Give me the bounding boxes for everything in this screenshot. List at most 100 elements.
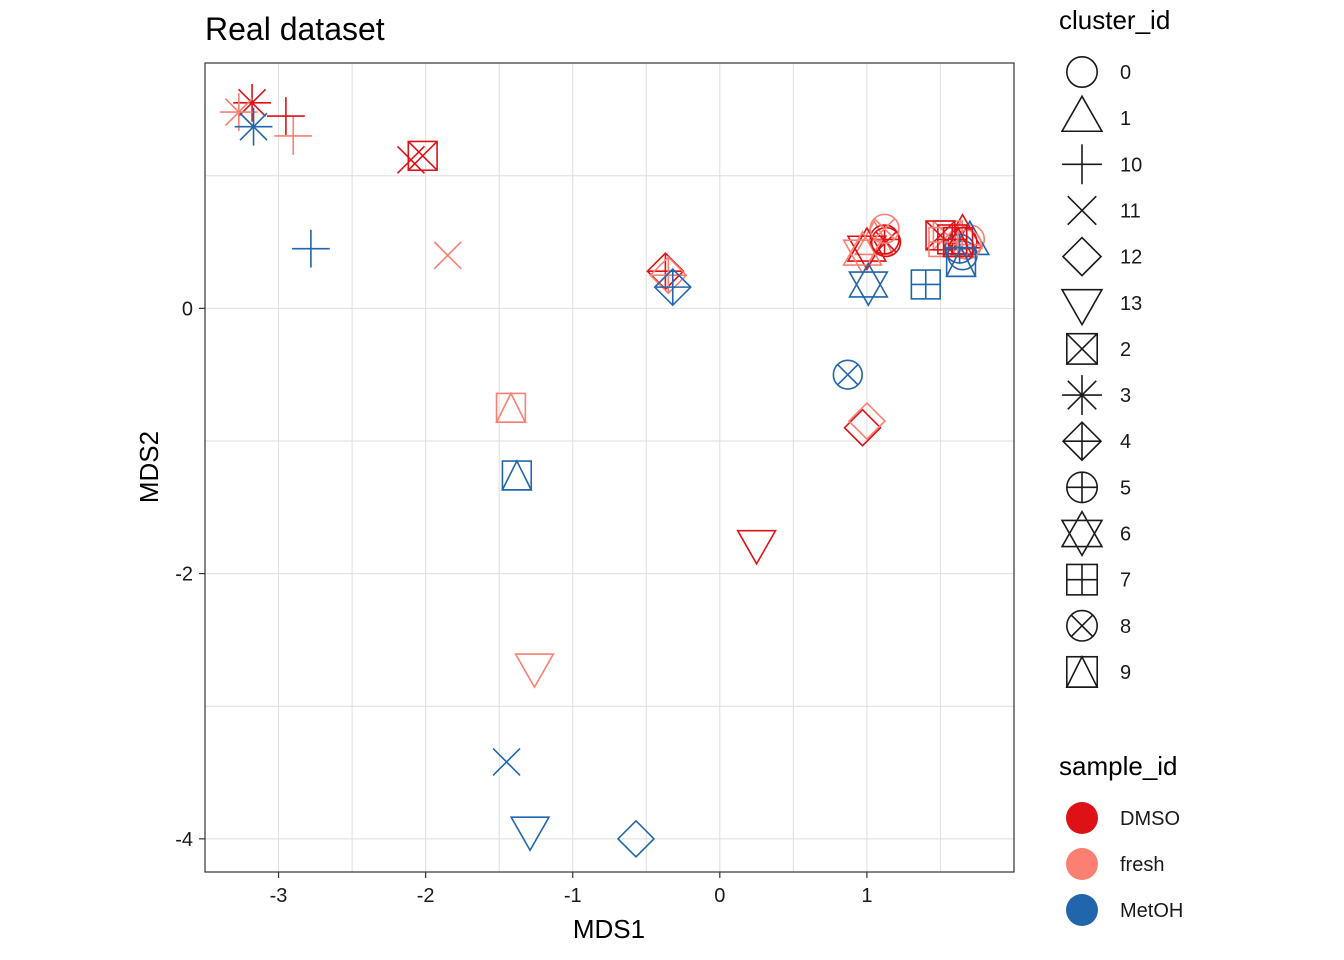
legend-cluster-key — [1062, 375, 1102, 415]
data-point — [433, 241, 462, 270]
panel-border — [204, 62, 1015, 873]
plot-panel — [204, 62, 1015, 873]
grid-lines — [204, 63, 1015, 872]
x-tick-label: -1 — [564, 885, 582, 907]
legend-cluster-key — [1062, 144, 1102, 185]
legend-cluster-entry: 5 — [1066, 471, 1131, 504]
y-axis: 0 -2 -4 — [175, 298, 205, 851]
legend-cluster-label: 12 — [1120, 247, 1142, 269]
legend-cluster-entry: 1 — [1060, 94, 1131, 133]
data-point — [407, 140, 438, 172]
x-tick-label: -2 — [417, 885, 435, 907]
legend-cluster-label: 8 — [1120, 616, 1131, 638]
legend-cluster-key — [1061, 421, 1103, 462]
x-axis: -3 -2 -1 0 1 — [270, 872, 872, 907]
legend-cluster-label: 5 — [1120, 477, 1131, 499]
y-tick-label: -4 — [175, 829, 193, 851]
legend-cluster-label: 9 — [1120, 662, 1131, 684]
legend-cluster-entry: 0 — [1066, 55, 1131, 88]
legend-cluster-entry: 6 — [1060, 510, 1131, 557]
data-point — [910, 269, 941, 300]
data-point — [219, 93, 258, 131]
data-point — [842, 230, 883, 275]
data-point — [942, 225, 974, 258]
legend-cluster-entry: 11 — [1067, 195, 1141, 226]
legend-cluster-entry: 8 — [1066, 609, 1131, 642]
legend-cluster-entry: 9 — [1065, 654, 1131, 688]
legend-sample-id: sample_id DMSO fresh MetOH — [1059, 751, 1183, 926]
x-tick-label: -3 — [270, 885, 288, 907]
legend-cluster-key — [1065, 654, 1099, 688]
legend-cluster-label: 13 — [1120, 293, 1142, 315]
legend-cluster-title: cluster_id — [1059, 5, 1170, 35]
legend-cluster-entry: 4 — [1061, 421, 1131, 462]
legend-cluster-entry: 7 — [1066, 563, 1131, 596]
data-point — [495, 391, 527, 424]
data-point — [869, 213, 900, 244]
data-point — [274, 117, 313, 155]
legend-cluster-key — [1066, 609, 1099, 642]
legend-cluster-key — [1060, 288, 1104, 327]
legend-cluster-label: 0 — [1120, 62, 1131, 84]
legend-cluster-label: 10 — [1120, 154, 1142, 176]
chart-title: Real dataset — [205, 11, 385, 47]
x-tick-label: 1 — [861, 885, 872, 907]
data-point — [267, 97, 305, 135]
data-point — [234, 107, 273, 146]
legend-cluster-entry: 2 — [1066, 332, 1131, 365]
legend-cluster-entry: 3 — [1062, 375, 1131, 415]
legend-sample-entry: DMSO — [1066, 802, 1180, 834]
legend-sample-key — [1066, 848, 1098, 880]
data-point — [501, 459, 533, 491]
data-point — [843, 408, 882, 447]
legend-sample-label: MetOH — [1120, 900, 1183, 922]
y-tick-label: 0 — [182, 298, 193, 320]
legend-sample-entry: fresh — [1066, 848, 1164, 880]
data-point — [736, 529, 777, 566]
data-point — [292, 229, 330, 268]
y-axis-label: MDS2 — [134, 431, 164, 503]
legend-cluster-label: 1 — [1120, 108, 1131, 130]
data-point — [848, 262, 889, 307]
data-point — [514, 653, 555, 689]
legend-sample-entry: MetOH — [1066, 894, 1183, 926]
data-point — [945, 245, 977, 278]
legend-cluster-id: cluster_id 0 1 10 11 12 13 2 3 4 5 6 7 8 9 — [1059, 5, 1170, 688]
data-point — [653, 268, 692, 307]
data-point — [492, 747, 521, 776]
legend-cluster-label: 11 — [1120, 200, 1141, 222]
x-tick-label: 0 — [714, 885, 725, 907]
legend-cluster-label: 3 — [1120, 385, 1131, 407]
data-point — [853, 219, 895, 256]
data-point — [616, 819, 656, 858]
legend-sample-label: fresh — [1120, 854, 1164, 876]
data-point — [509, 816, 551, 852]
x-axis-label: MDS1 — [573, 914, 645, 944]
legend-sample-key — [1066, 894, 1098, 926]
data-point — [396, 145, 425, 174]
legend-cluster-label: 7 — [1120, 570, 1131, 592]
legend-cluster-key — [1066, 563, 1099, 596]
legend-sample-key — [1066, 802, 1098, 834]
legend-cluster-entry: 12 — [1061, 236, 1142, 277]
legend-cluster-label: 4 — [1120, 431, 1131, 453]
data-point — [847, 401, 887, 441]
legend-cluster-label: 2 — [1120, 339, 1131, 361]
legend-cluster-key — [1061, 236, 1103, 277]
legend-cluster-label: 6 — [1120, 524, 1131, 546]
y-tick-label: -2 — [175, 564, 193, 586]
legend-cluster-key — [1060, 94, 1104, 133]
legend-cluster-key — [1060, 510, 1104, 557]
legend-cluster-key — [1067, 195, 1097, 226]
legend-cluster-key — [1066, 55, 1099, 88]
data-points — [219, 83, 991, 858]
data-point — [832, 359, 863, 390]
data-point — [870, 226, 902, 258]
legend-sample-label: DMSO — [1120, 808, 1180, 830]
legend-sample-title: sample_id — [1059, 751, 1178, 781]
legend-cluster-key — [1066, 471, 1099, 504]
legend-cluster-entry: 13 — [1060, 288, 1142, 327]
legend-cluster-key — [1066, 332, 1099, 365]
legend-cluster-entry: 10 — [1062, 144, 1142, 185]
